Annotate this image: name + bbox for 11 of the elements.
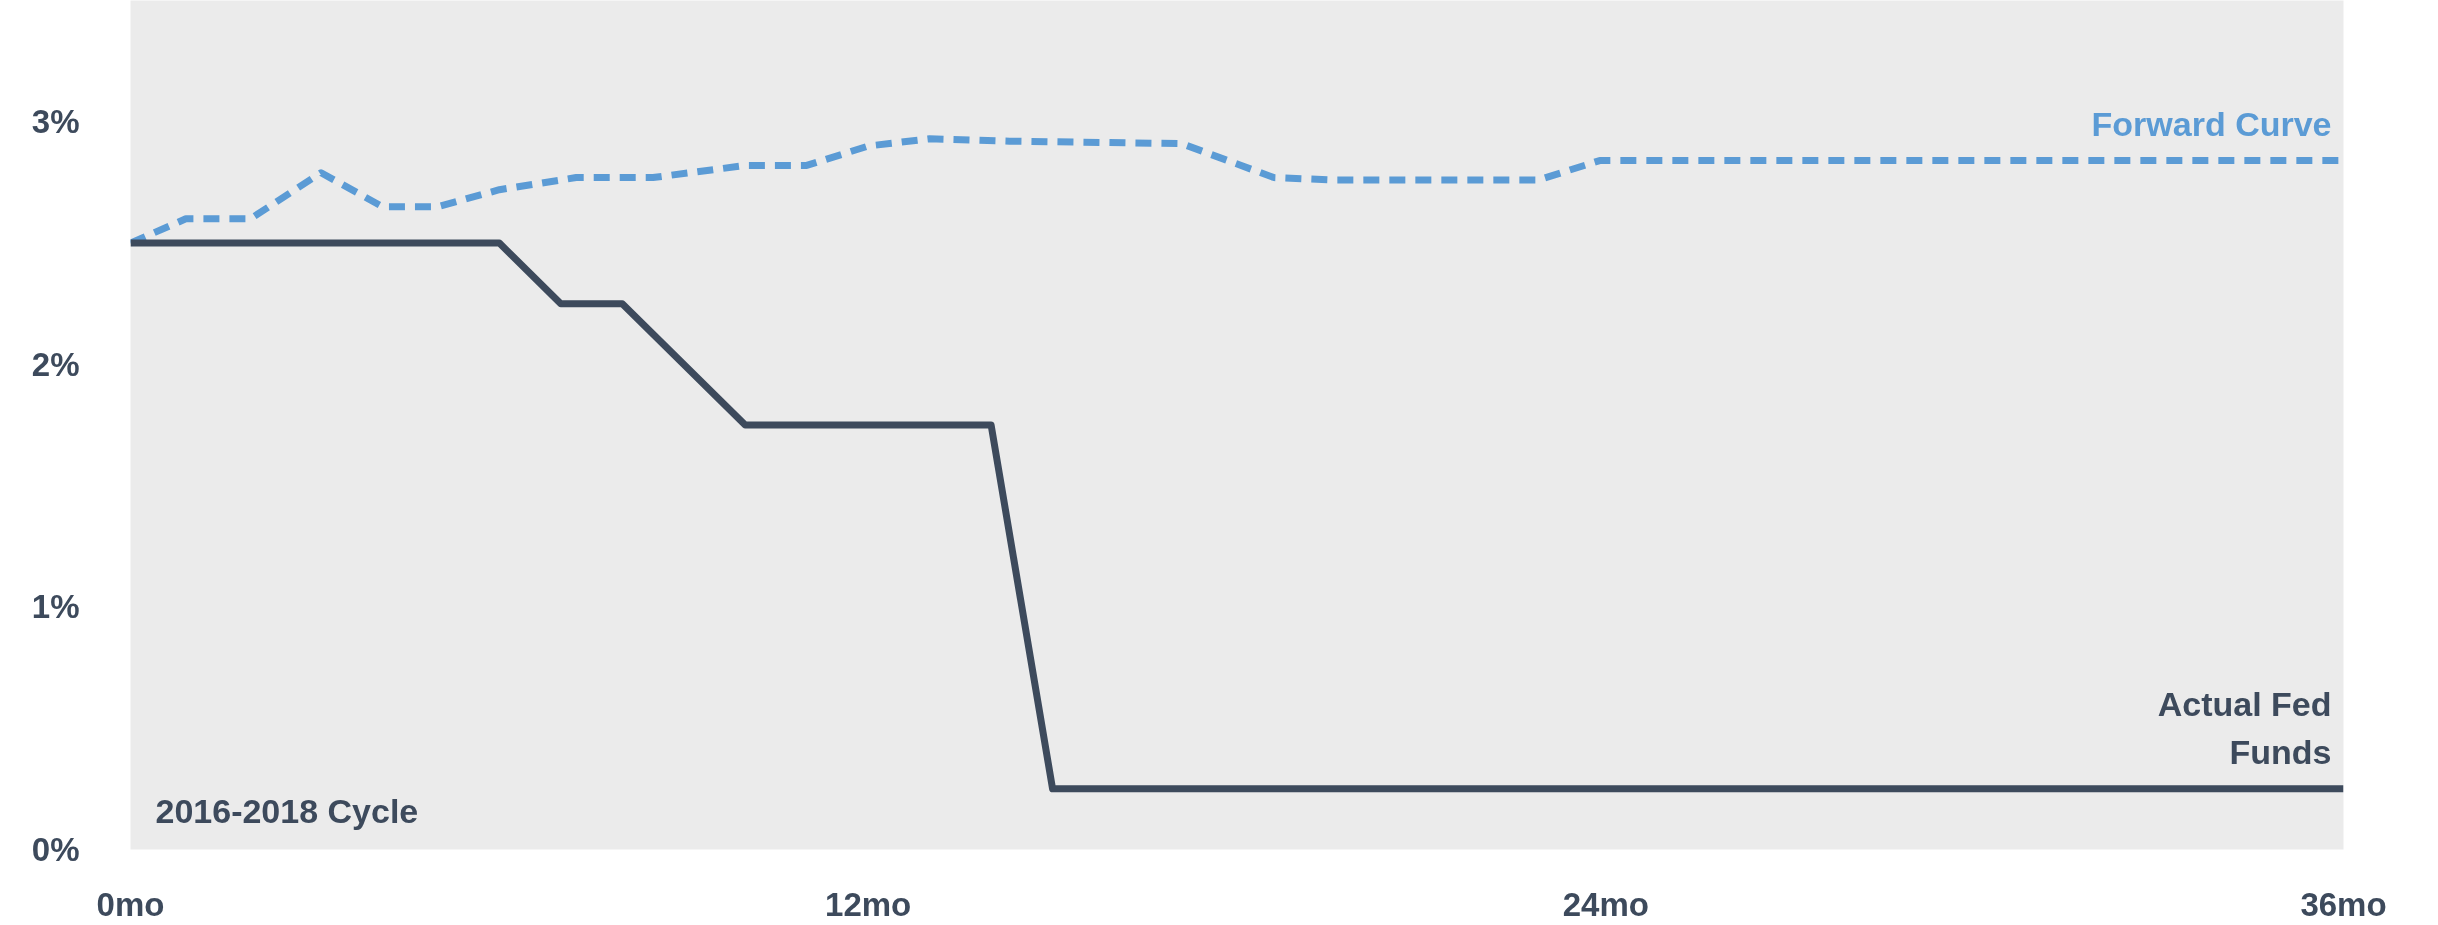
y-tick-label: 0%	[31, 831, 80, 868]
x-tick-label: 36mo	[2300, 885, 2387, 923]
x-tick-label: 24mo	[1562, 885, 1649, 923]
series-label: Forward Curve	[2091, 104, 2332, 143]
y-tick-label: 2%	[31, 345, 80, 383]
y-tick-label: 1%	[31, 588, 80, 626]
series-label: Actual Fed Funds	[2157, 685, 2332, 771]
x-tick-label: 12mo	[825, 885, 912, 923]
annotation: 2016-2018 Cycle	[155, 791, 419, 830]
x-tick-label: 0mo	[96, 885, 165, 923]
y-tick-label: 3%	[31, 103, 80, 141]
